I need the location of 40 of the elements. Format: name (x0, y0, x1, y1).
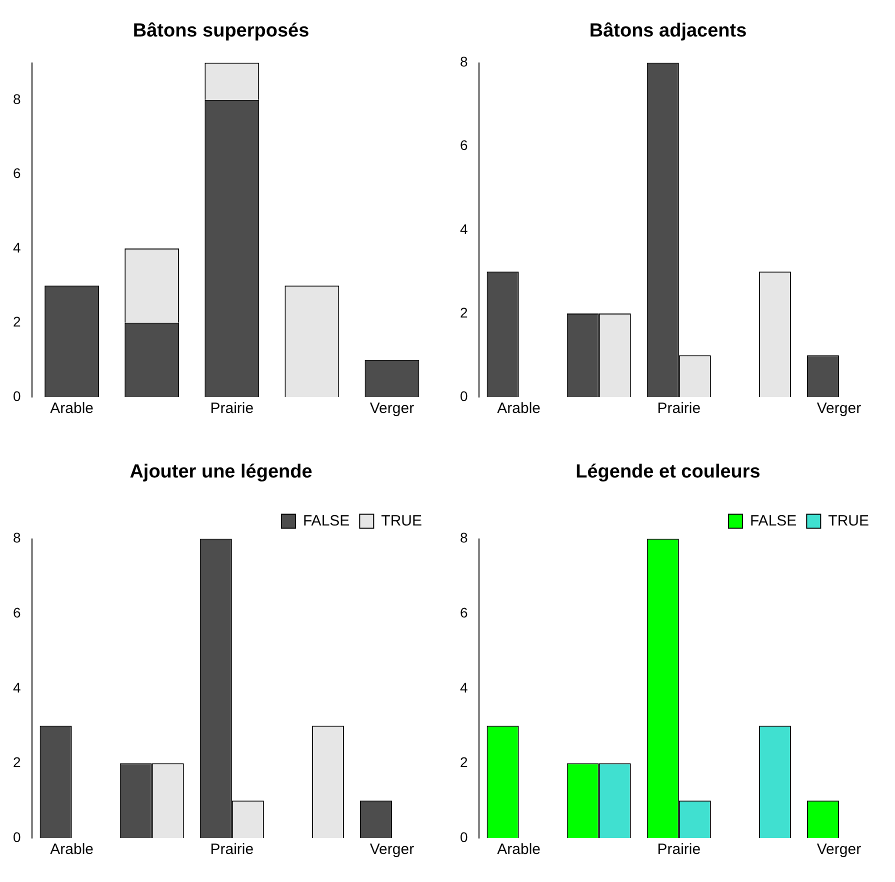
x-tick-label: Arable (497, 841, 540, 858)
y-tick-label: 0 (12, 388, 21, 404)
y-tick-label: 0 (12, 828, 21, 845)
legend-label: FALSE (302, 512, 350, 530)
legend-label: TRUE (828, 512, 870, 530)
x-tick-label: Arable (50, 400, 94, 418)
y-tick-label: 2 (12, 754, 21, 770)
y-tick-label: 2 (12, 314, 21, 330)
legend-label: TRUE (381, 512, 422, 530)
y-tick-label: 0 (460, 388, 468, 404)
x-tick-label: Prairie (657, 400, 701, 418)
x-tick-label: Verger (370, 400, 414, 418)
legend-label: FALSE (750, 512, 797, 530)
chart-title: Bâtons adjacents (589, 20, 747, 42)
x-tick-label: Verger (370, 841, 414, 858)
x-tick-label: Verger (816, 400, 862, 418)
y-tick-label: 6 (12, 165, 21, 182)
y-tick-label: 8 (460, 54, 468, 70)
x-tick-label: Prairie (210, 400, 254, 418)
y-tick-label: 8 (12, 90, 21, 107)
chart-title: Ajouter une légende (130, 462, 312, 483)
y-tick-label: 8 (460, 530, 468, 546)
x-tick-label: Prairie (657, 841, 701, 858)
y-tick-label: 6 (12, 604, 21, 620)
y-tick-label: 4 (12, 679, 21, 696)
y-tick-label: 4 (460, 679, 468, 696)
x-tick-label: Verger (816, 841, 862, 858)
y-tick-label: 6 (460, 604, 468, 620)
y-tick-label: 8 (12, 530, 21, 546)
y-tick-label: 2 (460, 754, 468, 770)
chart-title: Légende et couleurs (576, 462, 760, 483)
y-tick-label: 2 (460, 304, 468, 320)
x-tick-label: Arable (497, 400, 540, 418)
x-tick-label: Arable (50, 841, 94, 858)
y-tick-label: 4 (460, 220, 468, 237)
y-tick-label: 0 (460, 828, 468, 845)
y-tick-label: 4 (12, 239, 21, 256)
x-tick-label: Prairie (210, 841, 254, 858)
y-tick-label: 6 (460, 137, 468, 154)
chart-title: Bâtons superposés (132, 20, 310, 42)
